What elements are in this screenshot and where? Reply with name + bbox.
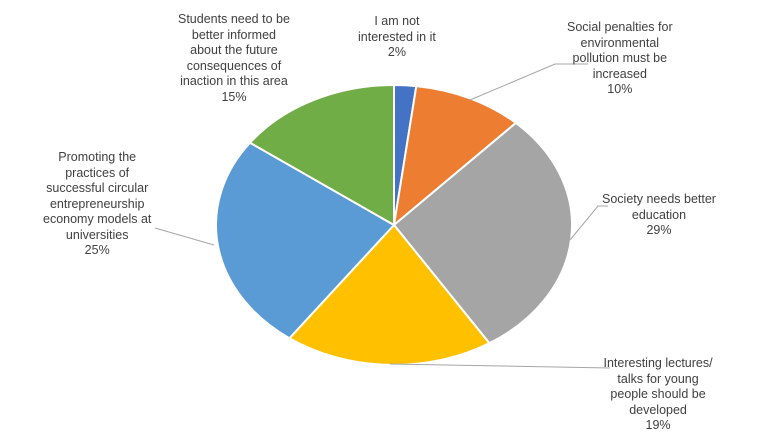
- slice-label-3: Society needs better education 29%: [602, 192, 716, 239]
- slice-label-text: economy models at: [43, 212, 151, 228]
- slice-label-text: I am not: [358, 14, 436, 30]
- slice-label-text: better informed: [178, 28, 290, 44]
- slice-label-2: Social penalties for environmental polluti…: [567, 20, 673, 98]
- slice-label-text: inaction in this area: [178, 74, 290, 90]
- slice-label-text: Society needs better: [602, 192, 716, 208]
- slice-value-label: 15%: [178, 90, 290, 106]
- slice-label-text: Social penalties for: [567, 20, 673, 36]
- slice-label-text: pollution must be: [567, 51, 673, 67]
- slice-label-1: I am not interested in it 2%: [358, 14, 436, 61]
- slice-label-4: Interesting lectures/talks for young peop…: [604, 356, 713, 434]
- slice-label-text: consequences of: [178, 59, 290, 75]
- slice-label-text: interested in it: [358, 30, 436, 46]
- slice-label-text: entrepreneurship: [43, 197, 151, 213]
- slice-label-text: education: [602, 208, 716, 224]
- slice-value-label: 25%: [43, 243, 151, 259]
- slice-value-label: 2%: [358, 45, 436, 61]
- slice-label-6: Students need to be better informed about …: [178, 12, 290, 105]
- leader-line-4: [390, 364, 610, 368]
- slice-label-text: universities: [43, 228, 151, 244]
- slice-label-text: environmental: [567, 36, 673, 52]
- slice-label-text: about the future: [178, 43, 290, 59]
- slice-label-text: successful circular: [43, 181, 151, 197]
- slice-label-text: developed: [604, 403, 713, 419]
- slice-value-label: 29%: [602, 223, 716, 239]
- slice-label-text: people should be: [604, 387, 713, 403]
- slice-value-label: 19%: [604, 418, 713, 434]
- slice-value-label: 10%: [567, 82, 673, 98]
- slice-label-text: Students need to be: [178, 12, 290, 28]
- slice-label-5: Promoting the practices of successful circ…: [43, 150, 151, 259]
- slice-label-text: practices of: [43, 166, 151, 182]
- slice-label-text: increased: [567, 67, 673, 83]
- slice-label-text: Promoting the: [43, 150, 151, 166]
- slice-label-text: talks for young: [604, 372, 713, 388]
- slice-label-text: Interesting lectures/: [604, 356, 713, 372]
- leader-line-5: [155, 228, 214, 245]
